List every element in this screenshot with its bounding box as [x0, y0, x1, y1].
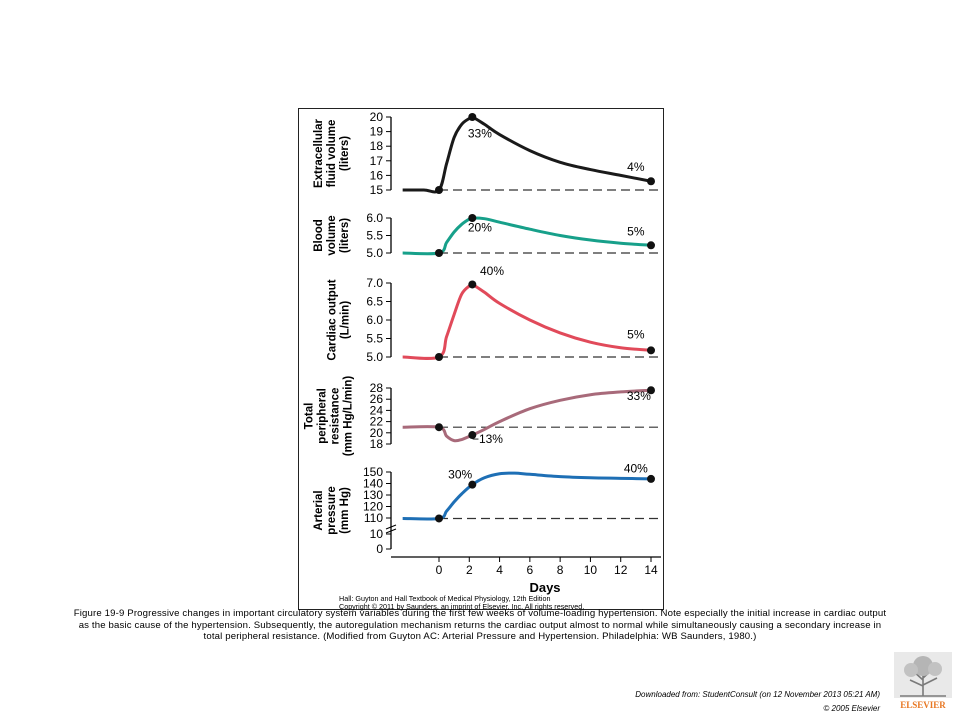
- data-marker: [468, 280, 477, 289]
- y-tick-label: 20: [370, 426, 384, 440]
- y-tick-label: 18: [370, 139, 384, 153]
- y-axis-title-line: peripheral: [317, 388, 329, 444]
- y-axis-title-line: Cardiac output: [327, 279, 339, 360]
- y-tick-label: 5.0: [366, 246, 383, 260]
- y-tick-label: 5.5: [366, 332, 383, 346]
- data-marker: [435, 353, 443, 361]
- figure-caption: Figure 19-9 Progressive changes in impor…: [73, 608, 887, 643]
- y-axis-title-line: (L/min): [340, 301, 352, 339]
- data-marker: [647, 474, 655, 483]
- elsevier-logo: ELSEVIER: [894, 652, 952, 710]
- x-tick-label: 14: [644, 563, 658, 577]
- axis-break-mark: [385, 528, 397, 534]
- y-axis-title-line: Arterial: [313, 490, 325, 530]
- y-axis-title-line: pressure: [326, 486, 338, 535]
- y-axis-title-line: volume: [326, 215, 338, 255]
- percent-annotation: 5%: [627, 328, 645, 342]
- y-axis-title-line: resistance: [330, 388, 342, 445]
- y-tick-label: 130: [363, 488, 383, 502]
- y-axis-title-line: Total: [304, 403, 316, 430]
- y-tick-label: 6.0: [366, 211, 383, 225]
- y-tick-label: 24: [370, 403, 384, 417]
- y-tick-label: 120: [363, 500, 383, 514]
- data-marker: [468, 480, 477, 489]
- percent-annotation: 5%: [627, 225, 645, 239]
- percent-annotation: 30%: [448, 467, 472, 481]
- figure-frame: 15 16 17 18 19 20 Extracellular fluid volume (li…: [298, 108, 664, 611]
- y-tick-label: 18: [370, 437, 384, 451]
- x-tick-label: 0: [436, 563, 443, 577]
- y-axis-title-line: (liters): [339, 136, 351, 171]
- data-marker: [435, 514, 443, 523]
- y-tick-label: 110: [364, 511, 383, 525]
- download-note: Downloaded from: StudentConsult (on 12 N…: [635, 690, 880, 699]
- data-marker: [647, 386, 655, 395]
- percent-annotation: −13%: [472, 432, 503, 446]
- x-tick-label: 8: [557, 563, 564, 577]
- y-tick-label: 22: [370, 415, 384, 429]
- y-tick-label: 10: [370, 527, 384, 541]
- tree-icon: [900, 656, 946, 697]
- y-tick-label: 19: [370, 125, 384, 139]
- y-tick-label: 5.5: [366, 229, 383, 243]
- y-tick-label: 26: [370, 392, 384, 406]
- copyright-note: © 2005 Elsevier: [823, 704, 880, 713]
- percent-annotation: 20%: [468, 220, 492, 234]
- y-tick-label: 5.0: [366, 350, 383, 364]
- data-marker: [435, 423, 443, 432]
- y-tick-label: 7.0: [366, 276, 383, 290]
- x-tick-label: 10: [584, 563, 598, 577]
- series-line: [402, 388, 652, 443]
- x-axis-title: Days: [529, 580, 560, 595]
- series-line: [402, 216, 652, 256]
- data-marker: [468, 214, 477, 222]
- percent-annotation: 4%: [627, 160, 645, 174]
- percent-annotation: 40%: [480, 264, 504, 278]
- y-tick-label: 6.0: [366, 313, 383, 327]
- logo-wordmark: ELSEVIER: [900, 700, 946, 710]
- x-tick-label: 2: [466, 563, 473, 577]
- y-tick-label: 6.5: [366, 295, 383, 309]
- x-tick-label: 6: [527, 563, 534, 577]
- data-marker: [647, 346, 655, 355]
- percent-annotation: 33%: [468, 126, 492, 140]
- data-marker: [647, 177, 655, 186]
- axis-break-mark: [385, 524, 397, 530]
- series-line: [402, 115, 652, 194]
- x-tick-label: 4: [496, 563, 503, 577]
- y-axis-title-line: Extracellular: [313, 118, 325, 188]
- y-axis-title-line: (mm Hg): [339, 487, 351, 534]
- series-line: [402, 471, 652, 521]
- y-tick-label: 15: [370, 183, 384, 197]
- percent-annotation: 33%: [627, 389, 651, 403]
- panel-2: 5.0 5.5 6.0 Blood volume (liters) 20% 5%: [313, 211, 661, 260]
- y-tick-label: 0: [376, 542, 383, 556]
- panel-3: 5.0 5.5 6.0 6.5 7.0 Cardiac output (L/min) 40% 5…: [327, 264, 661, 364]
- percent-annotation: 40%: [624, 462, 648, 476]
- data-marker: [647, 241, 655, 250]
- data-marker: [435, 186, 443, 194]
- data-marker: [435, 249, 443, 257]
- y-axis-title-line: Blood: [313, 219, 325, 252]
- y-tick-label: 17: [370, 154, 384, 168]
- y-tick-label: 28: [370, 381, 384, 395]
- data-marker: [468, 113, 477, 121]
- y-axis-title-line: (mm Hg/L/min): [343, 376, 355, 457]
- data-marker: [468, 431, 477, 440]
- y-tick-label: 150: [363, 465, 383, 479]
- y-tick-label: 16: [370, 168, 384, 182]
- y-axis-title-line: (liters): [339, 218, 351, 253]
- y-tick-label: 20: [370, 110, 384, 124]
- book-credit-line-1: Hall: Guyton and Hall Textbook of Medica…: [339, 594, 550, 603]
- series-line: [402, 282, 652, 360]
- y-tick-label: 140: [363, 477, 383, 491]
- y-axis-title-line: fluid volume: [326, 120, 338, 188]
- x-tick-label: 12: [614, 563, 628, 577]
- book-credit-line-2: Copyright © 2011 by Saunders, an imprint…: [339, 602, 584, 611]
